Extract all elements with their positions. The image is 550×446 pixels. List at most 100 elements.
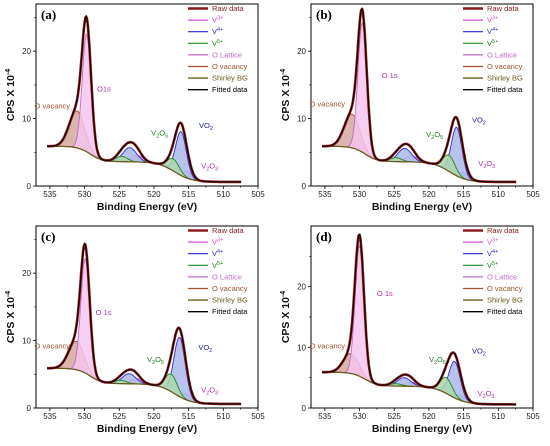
annotation-text: O <box>155 355 161 364</box>
legend-label: V3+ <box>212 238 223 247</box>
annotation-v2o3: V2O3 <box>201 161 218 172</box>
annotation-text: V <box>429 355 434 364</box>
legend-label: V3+ <box>487 16 498 25</box>
annotation-text: O <box>209 161 215 170</box>
legend-label: O Lattice <box>487 50 517 59</box>
annotation-vo2: VO2 <box>198 343 212 354</box>
legend-label-main: V <box>487 238 492 247</box>
legend-label: Fitted data <box>212 307 248 316</box>
plot-frame <box>310 3 534 187</box>
legend-label-superscript: 4+ <box>492 27 498 33</box>
annotation-subscript: 2 <box>152 360 155 366</box>
x-tick-label: 535 <box>318 412 332 421</box>
legend-label: V5+ <box>212 39 223 48</box>
annotation-v2o5: V2O5 <box>151 128 168 139</box>
annotation-text: V <box>478 389 483 398</box>
x-tick-label: 530 <box>78 190 92 199</box>
legend-label-main: V <box>212 39 217 48</box>
x-tick-label: 510 <box>492 412 506 421</box>
component-fill-o-lattice-1 <box>62 258 108 383</box>
legend-label: O vacancy <box>212 62 248 71</box>
legend-label-superscript: 4+ <box>492 249 498 255</box>
annotation-ovac: O vacancy <box>35 101 71 110</box>
component-fill-v4--6 <box>153 131 208 182</box>
legend-label: O vacancy <box>487 284 523 293</box>
annotation-o1s: O 1s <box>96 308 112 317</box>
annotation-text: V <box>478 159 483 168</box>
annotation-subscript: 2 <box>156 133 159 139</box>
y-axis-label-exponent: -4 <box>5 291 12 297</box>
plot-frame <box>35 225 259 409</box>
annotation-ovac: O vacancy <box>35 342 71 351</box>
annotation-subscript: 2 <box>210 126 213 132</box>
annotation-text: O <box>486 389 492 398</box>
annotation-subscript: 3 <box>491 394 494 400</box>
annotation-text: O 1s <box>96 308 112 317</box>
x-tick-label: 535 <box>318 190 332 199</box>
legend-label: Shirley BG <box>212 296 248 305</box>
annotation-ovac: O vacancy <box>310 99 346 108</box>
chart-panel-2: 535 530 525 520 515 510 505 0 10 20 Binding Energy… <box>280 3 540 213</box>
legend-label: Raw data <box>212 226 245 235</box>
annotation-subscript: 5 <box>165 133 168 139</box>
annotation-subscript: 2 <box>209 348 212 354</box>
y-tick-label: 20 <box>22 269 31 278</box>
legend-label: V5+ <box>487 261 498 270</box>
chart-panel-4: 535 530 525 520 515 510 505 0 10 20 Binding Energy… <box>280 225 540 435</box>
y-axis-label-main: CPS X 10 <box>5 75 17 121</box>
annotation-text: O <box>434 130 440 139</box>
legend-label-main: V <box>487 39 492 48</box>
x-tick-label: 525 <box>388 190 402 199</box>
x-tick-label: 530 <box>353 412 367 421</box>
legend-label: V3+ <box>212 16 223 25</box>
y-tick-label: 0 <box>27 404 32 413</box>
y-tick-label: 0 <box>302 404 307 413</box>
y-tick-label: 10 <box>297 115 306 124</box>
legend-label: V4+ <box>212 27 223 36</box>
annotation-v2o3: V2O3 <box>478 389 495 400</box>
plot-area <box>321 233 517 406</box>
x-tick-label: 525 <box>113 412 127 421</box>
plot-area <box>321 7 517 184</box>
x-tick-label: 510 <box>217 190 231 199</box>
legend-label: V4+ <box>212 249 223 258</box>
x-tick-label: 520 <box>422 190 436 199</box>
legend-label-superscript: 4+ <box>217 249 223 255</box>
annotation-subscript: 2 <box>483 351 486 357</box>
legend-label: Shirley BG <box>487 296 523 305</box>
annotation-subscript: 5 <box>443 360 446 366</box>
y-axis-label-exponent: -4 <box>280 69 287 75</box>
legend-label: O vacancy <box>212 284 248 293</box>
fitted-data-line <box>322 233 517 405</box>
plot-frame <box>310 225 534 409</box>
x-tick-label: 515 <box>182 190 196 199</box>
annotation-v2o5: V2O5 <box>147 355 164 366</box>
legend-label: Raw data <box>212 4 245 13</box>
panel-label: (c) <box>41 229 55 244</box>
component-fill-v5--7 <box>141 373 202 404</box>
legend-label: Fitted data <box>487 85 523 94</box>
fitted-data-line <box>47 242 242 405</box>
legend-label-main: V <box>212 261 217 270</box>
annotation-vo2: VO2 <box>472 116 486 127</box>
x-axis-label: Binding Energy (eV) <box>97 423 197 435</box>
y-axis-label: CPS X 10-4 <box>280 69 292 121</box>
x-tick-label: 515 <box>457 190 471 199</box>
legend-label: O Lattice <box>212 50 242 59</box>
legend-label: V4+ <box>487 27 498 36</box>
component-fill-o-lattice-1 <box>339 23 385 162</box>
x-tick-label: 530 <box>78 412 92 421</box>
x-tick-label: 535 <box>43 412 57 421</box>
x-axis-label: Binding Energy (eV) <box>97 201 197 213</box>
annotation-subscript: 3 <box>492 164 495 170</box>
annotation-text: O1s <box>97 85 111 94</box>
x-tick-label: 530 <box>353 190 367 199</box>
legend-label-main: V <box>212 27 217 36</box>
x-axis-label: Binding Energy (eV) <box>372 423 472 435</box>
x-tick-label: 520 <box>147 190 161 199</box>
annotation-text: VO <box>198 343 209 352</box>
fitted-data-line <box>47 15 242 183</box>
